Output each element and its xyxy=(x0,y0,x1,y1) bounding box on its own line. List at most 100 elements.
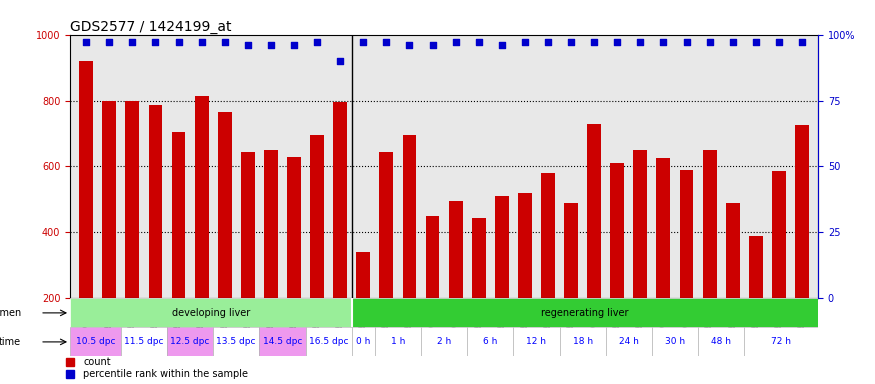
Bar xyxy=(656,158,670,298)
Text: 10.5 dpc: 10.5 dpc xyxy=(75,338,116,346)
Bar xyxy=(167,328,214,356)
Text: 12.5 dpc: 12.5 dpc xyxy=(171,338,210,346)
Bar xyxy=(698,328,745,356)
Text: 12 h: 12 h xyxy=(527,338,546,346)
Bar xyxy=(749,236,763,298)
Text: developing liver: developing liver xyxy=(172,308,250,318)
Text: 0 h: 0 h xyxy=(356,338,370,346)
Text: count: count xyxy=(83,358,111,367)
Point xyxy=(680,40,694,46)
Bar xyxy=(703,150,717,298)
Bar xyxy=(70,328,121,356)
Bar xyxy=(264,150,278,298)
Bar xyxy=(310,135,324,298)
Point xyxy=(564,40,578,46)
Bar xyxy=(652,328,698,356)
Bar xyxy=(611,163,624,298)
Text: 14.5 dpc: 14.5 dpc xyxy=(262,338,302,346)
Point xyxy=(541,40,555,46)
Bar xyxy=(449,201,463,298)
Text: 2 h: 2 h xyxy=(437,338,452,346)
Bar xyxy=(606,328,652,356)
Text: 1 h: 1 h xyxy=(391,338,405,346)
Point xyxy=(264,42,278,48)
Bar xyxy=(194,96,208,298)
Text: 11.5 dpc: 11.5 dpc xyxy=(124,338,164,346)
Bar xyxy=(541,173,555,298)
Point xyxy=(194,40,208,46)
Bar xyxy=(587,124,601,298)
Bar xyxy=(305,328,352,356)
Bar xyxy=(472,218,486,298)
Bar xyxy=(634,150,648,298)
Point xyxy=(402,42,416,48)
Bar xyxy=(425,216,439,298)
Point xyxy=(656,40,670,46)
Bar xyxy=(795,125,808,298)
Bar xyxy=(241,152,255,298)
Point xyxy=(772,40,786,46)
Point xyxy=(518,40,532,46)
Bar xyxy=(214,328,259,356)
Point xyxy=(79,40,93,46)
Point xyxy=(587,40,601,46)
Point xyxy=(610,40,624,46)
Text: 30 h: 30 h xyxy=(665,338,685,346)
Bar xyxy=(333,102,347,298)
Bar xyxy=(725,203,739,298)
Bar xyxy=(172,132,186,298)
Bar xyxy=(121,328,167,356)
Point xyxy=(333,58,347,64)
Point xyxy=(634,40,648,46)
Bar xyxy=(374,328,421,356)
Text: 72 h: 72 h xyxy=(771,338,791,346)
Text: 24 h: 24 h xyxy=(619,338,639,346)
Text: 48 h: 48 h xyxy=(711,338,732,346)
Text: specimen: specimen xyxy=(0,308,21,318)
Point xyxy=(287,42,301,48)
Point xyxy=(380,40,394,46)
Bar xyxy=(356,252,370,298)
Text: regenerating liver: regenerating liver xyxy=(541,308,628,318)
Point xyxy=(494,42,508,48)
Bar xyxy=(149,106,163,298)
Text: 13.5 dpc: 13.5 dpc xyxy=(216,338,256,346)
Bar xyxy=(287,157,301,298)
Point xyxy=(125,40,139,46)
Point xyxy=(795,40,809,46)
Text: 18 h: 18 h xyxy=(572,338,592,346)
Bar xyxy=(352,328,374,356)
Bar xyxy=(80,61,93,298)
Bar xyxy=(467,328,514,356)
Bar xyxy=(218,112,232,298)
Point xyxy=(356,40,370,46)
Point xyxy=(310,40,324,46)
Bar xyxy=(772,171,786,298)
Bar xyxy=(421,328,467,356)
Bar xyxy=(514,328,559,356)
Bar xyxy=(380,152,393,298)
Bar xyxy=(518,193,532,298)
Bar xyxy=(495,196,508,298)
Point xyxy=(749,40,763,46)
Text: GDS2577 / 1424199_at: GDS2577 / 1424199_at xyxy=(70,20,232,33)
Bar xyxy=(70,298,352,328)
Point xyxy=(703,40,717,46)
Point xyxy=(102,40,116,46)
Point xyxy=(472,40,486,46)
Bar xyxy=(259,328,305,356)
Text: time: time xyxy=(0,337,21,347)
Point xyxy=(425,42,439,48)
Bar xyxy=(564,203,578,298)
Bar xyxy=(559,328,606,356)
Point xyxy=(241,42,255,48)
Point xyxy=(149,40,163,46)
Text: percentile rank within the sample: percentile rank within the sample xyxy=(83,369,248,379)
Bar xyxy=(352,298,818,328)
Point xyxy=(172,40,186,46)
Text: 6 h: 6 h xyxy=(483,338,497,346)
Bar xyxy=(125,101,139,298)
Bar xyxy=(402,135,416,298)
Point xyxy=(218,40,232,46)
Point xyxy=(449,40,463,46)
